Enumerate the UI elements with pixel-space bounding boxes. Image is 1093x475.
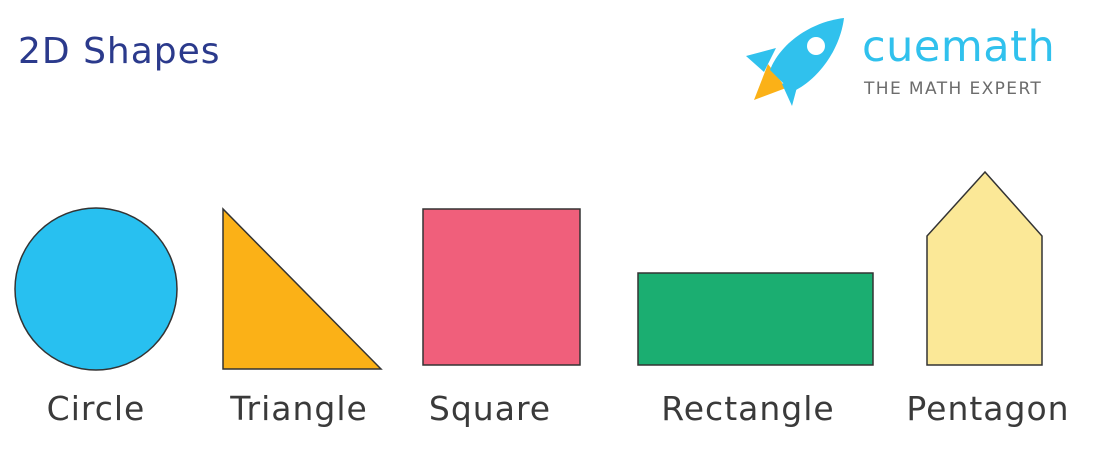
rocket-body [770,18,844,92]
rocket-window [807,37,825,55]
page-title: 2D Shapes [18,31,221,72]
rectangle-label: Rectangle [661,389,835,428]
triangle-shape [222,207,383,370]
rocket-flame [754,64,786,100]
triangle-label: Triangle [230,389,368,428]
rocket-fin-left [746,48,776,72]
pentagon-label: Pentagon [906,389,1070,428]
square-label: Square [428,389,552,428]
pentagon-shape [926,170,1043,366]
logo-tagline: THE MATH EXPERT [864,79,1043,99]
square-shape [422,208,581,366]
circle-shape [14,207,178,371]
rocket-icon [746,18,844,106]
rectangle-shape [637,272,874,366]
logo-name: cuemath [862,22,1056,72]
circle-label: Circle [46,389,146,428]
